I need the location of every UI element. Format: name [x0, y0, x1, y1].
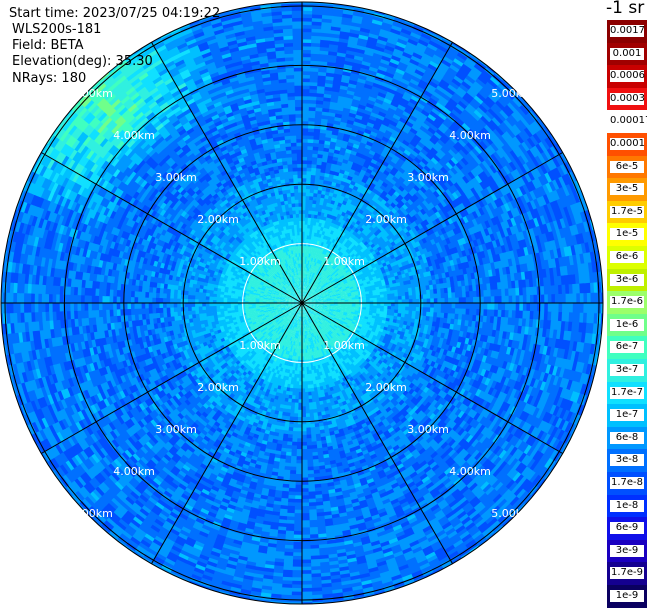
field-cell	[302, 217, 305, 221]
field-cell	[355, 1, 368, 7]
field-cell	[604, 314, 606, 326]
field-cell	[344, 0, 356, 5]
field-cell	[602, 260, 606, 272]
field-cell	[603, 324, 606, 336]
field-cell	[605, 292, 606, 304]
field-cell	[395, 303, 399, 307]
field-cell	[313, 0, 325, 1]
field-cell	[323, 0, 335, 2]
field-cell	[596, 229, 603, 242]
field-cell	[604, 282, 606, 294]
field-cell	[598, 356, 604, 369]
field-cell	[600, 345, 606, 357]
field-cell	[603, 271, 606, 283]
field-cell	[412, 303, 416, 308]
field-cell	[384, 303, 388, 306]
field-cell	[365, 3, 378, 10]
field-cell	[334, 0, 346, 3]
field-cell	[600, 250, 606, 262]
field-cell	[605, 303, 606, 315]
field-cell	[602, 335, 606, 347]
field-cell	[598, 239, 604, 252]
field-cell	[302, 188, 307, 192]
field-cell	[302, 206, 306, 210]
field-cell	[596, 366, 603, 379]
